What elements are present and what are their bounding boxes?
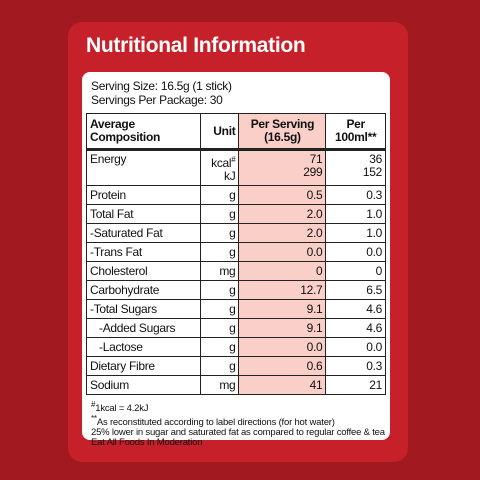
per-100ml-value: 0: [325, 261, 386, 281]
header-line: Average: [90, 117, 135, 131]
column-header: Per 100ml**: [325, 113, 386, 151]
servings-per-package: Servings Per Package: 30: [91, 93, 223, 107]
per-serving-value: 9.1: [238, 299, 327, 319]
nutrient-name: Sodium: [86, 375, 201, 395]
per-100ml-value: 4.6: [325, 318, 386, 338]
value: 152: [362, 165, 382, 179]
unit: kJ: [224, 169, 236, 183]
per-100ml-value: 0.3: [325, 185, 386, 205]
unit-cell: kcal# kJ: [199, 149, 240, 186]
per-100ml-value: 21: [325, 375, 386, 395]
per-100ml-value: 0.3: [325, 356, 386, 376]
note: Eat All Foods In Moderation: [91, 437, 203, 449]
header-line: Per: [346, 117, 365, 131]
per-100ml-value: 6.5: [325, 280, 386, 300]
column-header: Average Composition: [86, 113, 201, 151]
table-body: Energy kcal# kJ 71 299 36 152 Protein g 0.5 0.3 Tot…: [86, 149, 386, 395]
per-serving-value: 0.5: [238, 185, 327, 205]
footnote-text: 1kcal = 4.2kJ: [95, 403, 149, 415]
unit: g: [199, 242, 240, 262]
nutrient-name: Protein: [86, 185, 201, 205]
nutrient-name: -Total Sugars: [86, 299, 201, 319]
header-line: Unit: [213, 123, 236, 138]
energy-row: Energy kcal# kJ 71 299 36 152: [86, 149, 386, 186]
header-line: Per Serving: [250, 117, 315, 131]
nutrient-row: Cholesterol mg 0 0: [86, 261, 386, 281]
unit: kcal: [211, 156, 232, 170]
nutrient-name: -Saturated Fat: [86, 223, 201, 243]
nutrient-row: -Lactose g 0.0 0.0: [86, 337, 386, 357]
nutrient-row: Dietary Fibre g 0.6 0.3: [86, 356, 386, 376]
unit-note: #: [231, 155, 236, 164]
per-serving-value: 2.0: [238, 204, 327, 224]
unit: g: [199, 204, 240, 224]
per-100ml-value: 1.0: [325, 223, 386, 243]
nutrient-row: Total Fat g 2.0 1.0: [86, 204, 386, 224]
unit: g: [199, 318, 240, 338]
per-serving-value: 0.0: [238, 242, 327, 262]
nutrient-name: Energy: [86, 149, 201, 186]
value: 299: [303, 165, 323, 179]
nutrient-row: Protein g 0.5 0.3: [86, 185, 386, 205]
serving-size: Serving Size: 16.5g (1 stick): [91, 79, 232, 93]
footnote-text: As reconstituted according to label dire…: [96, 417, 335, 429]
value: 36: [369, 152, 382, 166]
title: Nutritional Information: [86, 34, 306, 57]
unit: g: [199, 299, 240, 319]
column-header: Per Serving (16.5g): [238, 113, 327, 151]
per-100ml-value: 0.0: [325, 337, 386, 357]
nutrient-name: -Added Sugars: [86, 318, 201, 338]
unit: mg: [199, 375, 240, 395]
per-serving-value: 0.0: [238, 337, 327, 357]
header-line: Composition: [90, 130, 161, 144]
header-row: Average Composition Unit Per Serving (16.5g)…: [86, 113, 386, 151]
unit: g: [199, 223, 240, 243]
per-serving-value: 0.6: [238, 356, 327, 376]
nutrient-row: Carbohydrate g 12.7 6.5: [86, 280, 386, 300]
unit: g: [199, 337, 240, 357]
per-serving-value: 0: [238, 261, 327, 281]
unit: g: [199, 356, 240, 376]
nutrition-table: Average Composition Unit Per Serving (16.5g)…: [86, 113, 386, 395]
header-line: 100ml**: [335, 130, 377, 144]
per-serving-value: 41: [238, 375, 327, 395]
per-serving-value: 2.0: [238, 223, 327, 243]
footnote-mark: #: [91, 400, 96, 409]
value-cell: 36 152: [325, 149, 386, 186]
header-line: (16.5g): [264, 130, 301, 144]
column-header: Unit: [199, 113, 240, 151]
per-serving-value: 12.7: [238, 280, 327, 300]
per-serving-value: 9.1: [238, 318, 327, 338]
per-100ml-value: 4.6: [325, 299, 386, 319]
per-100ml-value: 1.0: [325, 204, 386, 224]
unit: mg: [199, 261, 240, 281]
label-card: Nutritional Information Serving Size: 16…: [68, 22, 408, 462]
nutrient-row: -Saturated Fat g 2.0 1.0: [86, 223, 386, 243]
per-100ml-value: 0.0: [325, 242, 386, 262]
nutrient-row: -Added Sugars g 9.1 4.6: [86, 318, 386, 338]
nutrient-row: -Trans Fat g 0.0 0.0: [86, 242, 386, 262]
nutrient-name: Carbohydrate: [86, 280, 201, 300]
note: 25% lower in sugar and saturated fat as …: [91, 427, 385, 439]
nutrient-name: Total Fat: [86, 204, 201, 224]
unit: g: [199, 185, 240, 205]
nutrient-row: Sodium mg 41 21: [86, 375, 386, 395]
unit: g: [199, 280, 240, 300]
value: 71: [309, 152, 323, 166]
footnote: **As reconstituted according to label di…: [91, 414, 385, 428]
footnotes: #1kcal = 4.2kJ **As reconstituted accordi…: [91, 400, 385, 448]
value-cell: 71 299: [238, 149, 327, 186]
nutrient-row: -Total Sugars g 9.1 4.6: [86, 299, 386, 319]
panel: Serving Size: 16.5g (1 stick) Servings P…: [82, 72, 390, 448]
nutrient-name: -Trans Fat: [86, 242, 201, 262]
footnote-mark: **: [91, 414, 97, 424]
nutrient-name: Cholesterol: [86, 261, 201, 281]
nutrient-name: -Lactose: [86, 337, 201, 357]
footnote: #1kcal = 4.2kJ: [91, 400, 385, 414]
nutrient-name: Dietary Fibre: [86, 356, 201, 376]
